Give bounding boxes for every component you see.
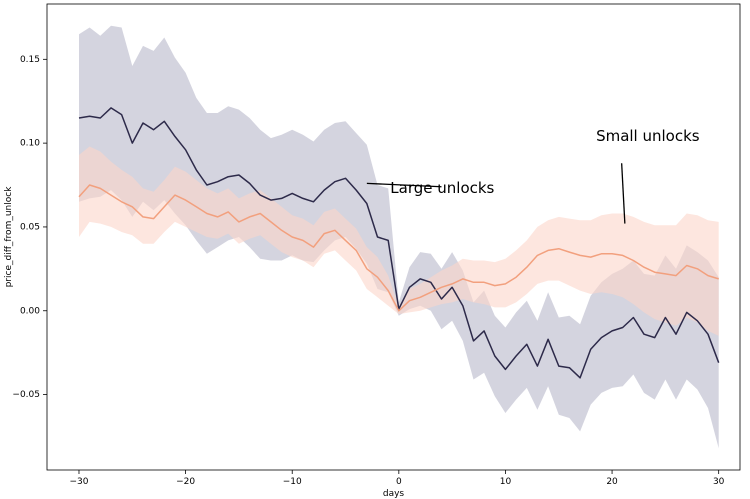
y-axis-label: price_diff_from_unlock xyxy=(4,186,14,288)
annotations: Large unlocks Small unlocks xyxy=(366,127,700,224)
plot-frame xyxy=(46,3,741,471)
x-tick-label: 20 xyxy=(606,477,618,487)
x-axis-ticks: −30 −20 −10 0 10 20 30 xyxy=(69,470,725,487)
annotation-text: Small unlocks xyxy=(596,127,700,145)
band-large xyxy=(79,25,719,449)
y-axis-ticks: −0.05 0.00 0.05 0.10 0.15 xyxy=(12,55,47,400)
y-tick-label: 0.15 xyxy=(20,55,40,65)
y-tick-label: 0.10 xyxy=(20,139,40,149)
confidence-bands xyxy=(79,25,719,449)
annotation-text: Large unlocks xyxy=(390,179,494,197)
x-tick-label: −20 xyxy=(176,477,195,487)
band-small xyxy=(79,146,719,336)
series-line-large xyxy=(78,107,720,379)
y-tick-label: −0.05 xyxy=(12,390,40,400)
annotation-line xyxy=(366,182,442,188)
x-tick-label: 0 xyxy=(396,477,402,487)
series-lines xyxy=(78,107,720,379)
x-tick-label: 10 xyxy=(500,477,512,487)
annotation-line xyxy=(621,163,626,224)
series-line-small xyxy=(78,184,719,312)
x-tick-label: 30 xyxy=(713,477,725,487)
x-tick-label: −30 xyxy=(69,477,88,487)
y-tick-label: 0.05 xyxy=(20,222,40,232)
x-axis-label: days xyxy=(383,489,405,499)
x-tick-label: −10 xyxy=(283,477,302,487)
y-tick-label: 0.00 xyxy=(20,306,40,316)
